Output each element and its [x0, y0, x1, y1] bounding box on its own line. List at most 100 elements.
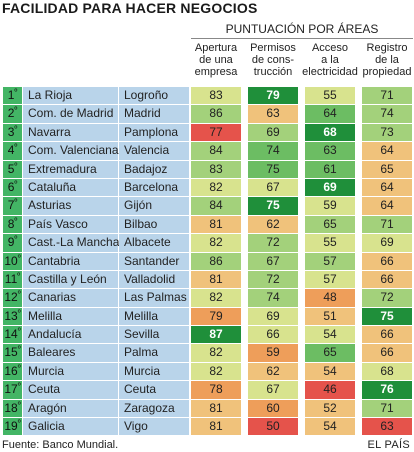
score-cell: 81 [191, 399, 241, 418]
score-cell: 67 [248, 178, 298, 197]
region-cell: Cantabria [23, 252, 118, 270]
region-cell: Aragón [23, 399, 118, 418]
rank-cell: 5º [3, 160, 22, 178]
score-cell: 65 [305, 344, 355, 362]
source-note: Fuente: Banco Mundial. [2, 439, 119, 451]
rank-number: 7 [7, 198, 15, 213]
rank-cell: 8º [3, 215, 22, 234]
score-cell: 55 [305, 87, 355, 105]
region-cell: La Rioja [23, 87, 118, 105]
table-row: 17º Ceuta Ceuta 78 67 46 76 [0, 381, 414, 399]
score-cell: 81 [191, 270, 241, 289]
score-cell: 54 [305, 326, 355, 344]
ordinal-mark: º [17, 344, 21, 354]
score-cell: 72 [248, 234, 298, 252]
column-header-line: empresa [194, 66, 238, 78]
table-row: 15º Baleares Palma 82 59 65 66 [0, 344, 414, 362]
score-cell: 55 [305, 234, 355, 252]
capital-cell: Bilbao [119, 215, 189, 234]
rank-cell: 19º [3, 418, 22, 436]
rank-number: 15 [4, 345, 18, 360]
score-cell: 48 [305, 289, 355, 307]
score-cell: 51 [305, 307, 355, 326]
score-cell: 87 [191, 326, 241, 344]
table-row: 1º La Rioja Logroño 83 79 55 71 [0, 87, 414, 105]
column-header-line: Permisos [250, 42, 296, 54]
rank-cell: 15º [3, 344, 22, 362]
capital-cell: Melilla [119, 307, 189, 326]
score-cell: 62 [248, 215, 298, 234]
table-row: 10º Cantabria Santander 86 67 57 66 [0, 252, 414, 271]
rank-number: 8 [7, 216, 15, 231]
ordinal-mark: º [14, 87, 18, 96]
score-cell: 74 [362, 105, 412, 123]
ordinal-mark: º [17, 252, 21, 262]
score-cell: 57 [305, 270, 355, 289]
score-cell: 76 [362, 381, 412, 399]
table-row: 2º Com. de Madrid Madrid 86 63 64 74 [0, 105, 414, 123]
score-cell: 69 [248, 307, 298, 326]
score-cell: 82 [191, 178, 241, 197]
capital-cell: Vigo [119, 418, 189, 436]
rank-number: 5 [7, 161, 15, 176]
ordinal-mark: º [14, 234, 18, 244]
page-title: FACILIDAD PARA HACER NEGOCIOS [2, 0, 258, 16]
ordinal-mark: º [14, 142, 18, 152]
score-cell: 82 [191, 289, 241, 307]
rank-number: 6 [7, 179, 15, 194]
ordinal-mark: º [17, 307, 21, 317]
rank-number: 4 [7, 143, 15, 158]
rank-number: 9 [7, 235, 15, 250]
rank-cell: 9º [3, 234, 22, 252]
table-row: 12º Canarias Las Palmas 82 74 48 72 [0, 289, 414, 307]
score-cell: 79 [191, 307, 241, 326]
region-cell: Extremadura [23, 160, 118, 178]
capital-cell: Santander [119, 252, 189, 270]
score-cell: 71 [362, 215, 412, 234]
ordinal-mark: º [17, 270, 21, 280]
ordinal-mark: º [17, 381, 21, 391]
score-cell: 84 [191, 142, 241, 160]
capital-cell: Badajoz [119, 160, 189, 178]
column-header-line: de una [199, 54, 233, 66]
score-cell: 54 [305, 418, 355, 436]
ordinal-mark: º [14, 215, 18, 225]
score-cell: 86 [191, 252, 241, 270]
region-cell: Asturias [23, 197, 118, 215]
score-cell: 71 [362, 399, 412, 418]
rank-number: 10 [4, 253, 18, 268]
region-cell: Murcia [23, 362, 118, 381]
column-header: Apertura de una empresa [187, 42, 245, 82]
capital-cell: Pamplona [119, 123, 189, 142]
capital-cell: Sevilla [119, 326, 189, 344]
score-cell: 67 [248, 252, 298, 270]
rank-cell: 12º [3, 289, 22, 307]
region-cell: Canarias [23, 289, 118, 307]
score-cell: 46 [305, 381, 355, 399]
rank-cell: 7º [3, 197, 22, 215]
capital-cell: Albacete [119, 234, 189, 252]
score-cell: 74 [248, 289, 298, 307]
table-row: 19º Galicia Vigo 81 50 54 63 [0, 418, 414, 436]
capital-cell: Zaragoza [119, 399, 189, 418]
region-cell: Ceuta [23, 381, 118, 399]
ranking-table: 1º La Rioja Logroño 83 79 55 71 2º Com. de Madri… [0, 87, 414, 436]
score-cell: 67 [248, 381, 298, 399]
rank-number: 14 [4, 327, 18, 342]
region-cell: Andalucía [23, 326, 118, 344]
table-row: 13º Melilla Melilla 79 69 51 75 [0, 307, 414, 326]
brand-credit: EL PAÍS [367, 439, 410, 451]
score-cell: 64 [362, 142, 412, 160]
score-cell: 59 [305, 197, 355, 215]
rank-cell: 18º [3, 399, 22, 418]
rank-cell: 6º [3, 178, 22, 197]
table-row: 7º Asturias Gijón 84 75 59 64 [0, 197, 414, 215]
column-header-line: electricidad [302, 66, 358, 78]
score-cell: 72 [248, 270, 298, 289]
capital-cell: Gijón [119, 197, 189, 215]
score-cell: 62 [248, 362, 298, 381]
score-cell: 69 [305, 178, 355, 197]
rank-cell: 16º [3, 362, 22, 381]
capital-cell: Valencia [119, 142, 189, 160]
region-cell: Navarra [23, 123, 118, 142]
